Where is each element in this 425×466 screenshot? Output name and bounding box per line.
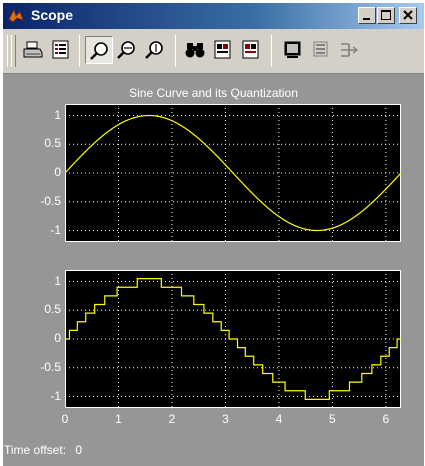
- y-tick-label: -1: [50, 222, 61, 237]
- toolbar: [3, 29, 424, 74]
- x-tick-label: 3: [222, 412, 229, 426]
- time-offset-status: Time offset: 0: [4, 443, 82, 457]
- x-tick-label: 5: [329, 412, 336, 426]
- close-button[interactable]: [399, 7, 417, 24]
- zoom-x-icon: [117, 41, 135, 59]
- lock-axes-button[interactable]: [307, 36, 335, 64]
- x-tick-label: 0: [61, 412, 69, 426]
- x-tick-label: 4: [275, 412, 283, 426]
- printer-icon: [23, 41, 43, 58]
- toolbar-separator: [79, 35, 81, 67]
- top-plot: [64, 104, 402, 242]
- y-tick-label: 1: [54, 107, 61, 122]
- window-title: Scope: [31, 7, 74, 23]
- restore-axes-button[interactable]: [237, 36, 265, 64]
- x-tick-label: 2: [168, 412, 176, 426]
- top-axes[interactable]: [64, 104, 402, 242]
- save-axes-button[interactable]: [209, 36, 237, 64]
- signal-trace: [64, 114, 402, 232]
- zoom-y-icon: [145, 41, 163, 59]
- parameters-icon: [52, 40, 69, 59]
- time-offset-value: 0: [75, 443, 83, 457]
- bottom-plot: [65, 270, 401, 408]
- time-offset-label: Time offset:: [4, 443, 67, 457]
- maximize-button[interactable]: [377, 7, 395, 24]
- figure-title: Sine Curve and its Quantization: [129, 86, 298, 100]
- zoom-icon: [90, 42, 108, 60]
- y-tick-label: 1: [54, 273, 61, 288]
- title-bar[interactable]: Scope: [3, 3, 424, 29]
- x-tick-label: 1: [115, 412, 122, 426]
- y-tick-label: 0.5: [44, 136, 61, 151]
- y-tick-label: 0: [54, 331, 61, 345]
- toolbar-separator: [271, 35, 273, 67]
- signal-selection-button[interactable]: [335, 36, 363, 64]
- figure-area: Sine Curve and its Quantization 1 0.5 0 -0.…: [3, 74, 424, 466]
- y-tick-label: 0.5: [44, 302, 61, 317]
- floating-scope-button[interactable]: [279, 36, 307, 64]
- print-button[interactable]: [19, 36, 47, 64]
- zoom-button[interactable]: [85, 36, 113, 64]
- zoom-x-button[interactable]: [113, 36, 141, 64]
- x-tick-label: 6: [382, 412, 390, 426]
- parameters-button[interactable]: [47, 36, 75, 64]
- y-tick-label: -0.5: [40, 193, 61, 208]
- binoculars-icon: [185, 43, 205, 58]
- signal-trace: [65, 278, 401, 400]
- simulink-icon: [8, 9, 24, 23]
- toolbar-grip[interactable]: [11, 35, 16, 67]
- y-tick-label: -0.5: [40, 359, 61, 374]
- save-axes-icon: [214, 40, 231, 59]
- floating-scope-icon: [284, 41, 301, 58]
- signal-selection-icon: [341, 43, 359, 57]
- y-tick-label: -1: [50, 388, 61, 403]
- toolbar-separator: [175, 35, 177, 67]
- maximize-icon: [381, 10, 391, 20]
- restore-axes-icon: [242, 40, 259, 59]
- autoscale-button[interactable]: [181, 36, 209, 64]
- lock-axes-icon: [313, 41, 328, 57]
- minimize-icon: [363, 18, 370, 20]
- bottom-axes[interactable]: [65, 270, 401, 408]
- y-tick-label: 0: [54, 165, 61, 179]
- zoom-y-button[interactable]: [141, 36, 169, 64]
- minimize-button[interactable]: [358, 7, 376, 24]
- close-icon: [403, 10, 413, 20]
